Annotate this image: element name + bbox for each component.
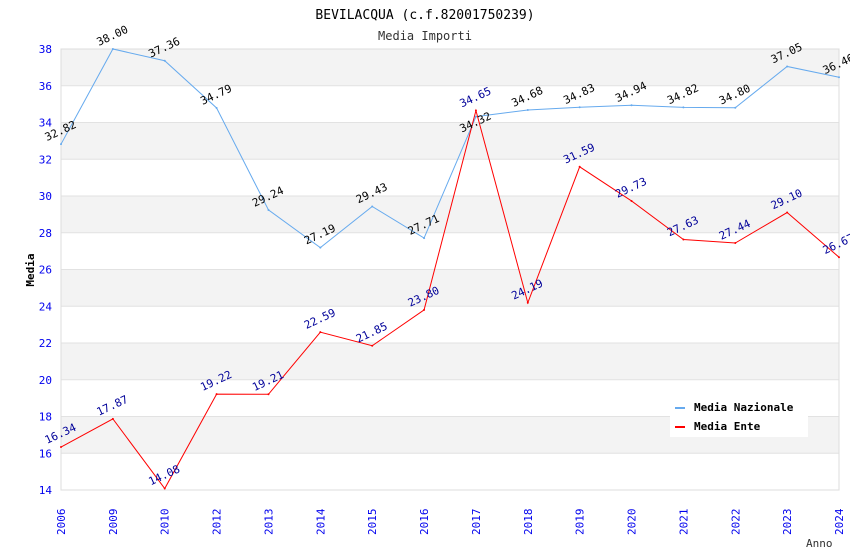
- data-point: [111, 417, 114, 420]
- x-tick-label: 2021: [677, 509, 690, 536]
- legend-label: Media Nazionale: [694, 401, 794, 414]
- grid-band: [61, 343, 839, 380]
- legend: Media Nazionale Media Ente: [670, 395, 808, 437]
- data-point: [526, 109, 529, 112]
- data-point: [163, 487, 166, 490]
- data-label: 34.65: [458, 84, 494, 110]
- data-point: [215, 393, 218, 396]
- data-point: [319, 331, 322, 334]
- data-point: [423, 237, 426, 240]
- grid-band: [61, 269, 839, 307]
- data-point: [786, 65, 789, 68]
- y-tick-label: 32: [39, 153, 52, 166]
- data-point: [267, 208, 270, 211]
- series-line-nazionale: [60, 48, 840, 249]
- x-tick-label: 2010: [159, 509, 172, 536]
- data-point: [474, 115, 477, 118]
- x-tick-label: 2013: [262, 509, 275, 536]
- data-label: 22.59: [302, 306, 338, 332]
- x-tick-label: 2014: [314, 508, 327, 535]
- plot-border: [60, 48, 840, 491]
- y-tick-label: 38: [39, 43, 52, 56]
- data-point: [734, 106, 737, 109]
- y-tick-label: 36: [39, 80, 52, 93]
- y-tick-label: 16: [39, 447, 52, 460]
- data-label: 38.00: [95, 23, 131, 49]
- data-point: [838, 256, 840, 259]
- grid-band: [61, 122, 839, 160]
- data-point: [578, 165, 581, 168]
- y-tick-label: 14: [39, 484, 53, 497]
- x-tick-label: 2016: [418, 509, 431, 536]
- data-label: 34.68: [510, 84, 546, 110]
- data-point: [682, 106, 685, 109]
- data-point: [423, 308, 426, 311]
- x-axis-label: Anno: [806, 537, 833, 550]
- series-line-ente: [60, 108, 840, 490]
- x-tick-label: 2017: [470, 509, 483, 536]
- data-point: [474, 109, 477, 112]
- grid-band: [61, 49, 839, 86]
- y-tick-label: 22: [39, 337, 52, 350]
- y-tick-label: 24: [39, 300, 53, 313]
- data-point: [526, 301, 529, 304]
- x-tick-label: 2015: [366, 509, 379, 536]
- x-tick-label: 2024: [833, 508, 846, 535]
- grid-band: [61, 196, 839, 233]
- data-point: [60, 446, 62, 449]
- chart-subtitle: Media Importi: [378, 29, 472, 43]
- data-point: [371, 344, 374, 347]
- y-tick-label: 26: [39, 264, 52, 277]
- x-tick-label: 2022: [729, 509, 742, 536]
- data-point: [60, 143, 62, 146]
- x-tick-label: 2020: [626, 509, 639, 536]
- data-point: [786, 211, 789, 214]
- data-point: [371, 205, 374, 208]
- x-tick-label: 2012: [211, 509, 224, 536]
- x-tick-label: 2023: [781, 509, 794, 536]
- data-point: [630, 199, 633, 202]
- y-tick-label: 30: [39, 190, 52, 203]
- x-tick-label: 2018: [522, 509, 535, 536]
- data-point: [578, 106, 581, 109]
- data-point: [163, 59, 166, 62]
- data-point: [682, 238, 685, 241]
- data-label: 26.67: [821, 231, 850, 257]
- y-axis-label: Media: [24, 253, 37, 286]
- data-point: [111, 48, 114, 50]
- data-point: [267, 393, 270, 396]
- data-label: 21.85: [354, 320, 390, 346]
- y-tick-label: 28: [39, 227, 52, 240]
- y-tick-label: 34: [39, 117, 53, 130]
- data-label: 17.87: [95, 393, 131, 419]
- data-point: [630, 104, 633, 107]
- y-tick-label: 18: [39, 411, 52, 424]
- data-point: [319, 246, 322, 249]
- x-tick-label: 2019: [574, 509, 587, 536]
- y-tick-label: 20: [39, 374, 52, 387]
- x-tick-label: 2006: [55, 509, 68, 536]
- data-point: [838, 76, 840, 79]
- chart-title: BEVILACQUA (c.f.82001750239): [315, 8, 534, 23]
- data-point: [215, 106, 218, 109]
- x-tick-label: 2009: [107, 509, 120, 536]
- data-label: 14.08: [147, 462, 183, 488]
- legend-label: Media Ente: [694, 420, 761, 433]
- data-point: [734, 242, 737, 245]
